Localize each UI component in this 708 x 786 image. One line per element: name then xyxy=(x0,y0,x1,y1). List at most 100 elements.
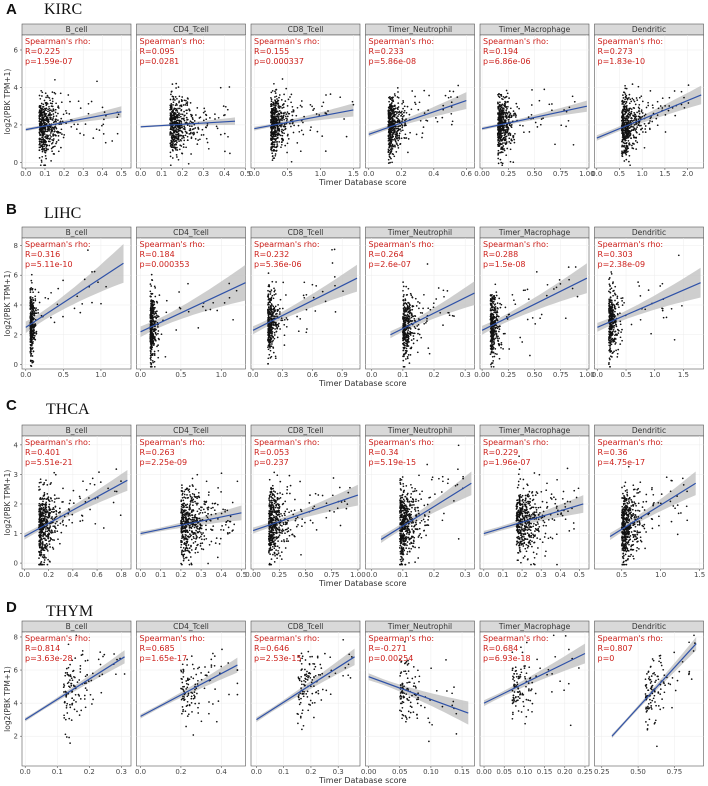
data-point xyxy=(416,339,419,342)
data-point xyxy=(625,94,628,97)
data-point xyxy=(181,131,184,134)
x-tick-label: 0.0 xyxy=(363,170,374,178)
data-point xyxy=(542,117,544,120)
data-point xyxy=(634,118,636,120)
data-point xyxy=(204,110,206,113)
data-point xyxy=(624,98,626,101)
data-point xyxy=(271,340,274,343)
data-point xyxy=(31,302,34,305)
data-point xyxy=(510,114,513,117)
stat-p-value: p=0.000353 xyxy=(140,260,190,269)
data-point xyxy=(420,336,423,339)
data-point xyxy=(40,161,43,163)
data-point xyxy=(509,148,512,151)
trend-line xyxy=(390,292,475,336)
data-point xyxy=(507,134,510,136)
data-point xyxy=(215,125,218,128)
data-point xyxy=(407,354,410,356)
data-point xyxy=(393,115,396,118)
data-point xyxy=(390,105,393,107)
data-point xyxy=(403,338,406,341)
data-point xyxy=(48,107,51,110)
data-point xyxy=(628,160,630,163)
data-point xyxy=(405,328,408,331)
data-point xyxy=(29,297,32,299)
data-point xyxy=(184,134,187,137)
data-point xyxy=(50,114,53,116)
data-point xyxy=(506,125,509,128)
data-point xyxy=(391,144,394,147)
data-point xyxy=(87,112,90,115)
data-point xyxy=(493,355,496,358)
data-point xyxy=(272,339,274,342)
data-point xyxy=(176,131,179,134)
data-point xyxy=(55,126,57,129)
data-point xyxy=(414,101,416,104)
data-point xyxy=(397,108,399,111)
data-point xyxy=(402,299,405,301)
data-point xyxy=(268,308,271,311)
data-point xyxy=(276,126,279,129)
data-point xyxy=(269,313,272,316)
data-point xyxy=(389,148,392,151)
data-point xyxy=(47,110,49,113)
data-point xyxy=(82,134,85,136)
data-point xyxy=(423,112,426,114)
data-point xyxy=(61,133,63,135)
data-point xyxy=(29,352,32,354)
data-point xyxy=(42,103,45,106)
stat-r-value: R=0.194 xyxy=(483,47,518,56)
data-point xyxy=(403,337,406,339)
data-point xyxy=(509,107,512,110)
x-tick-label: 0.00 xyxy=(474,170,490,178)
x-tick-label: 0.50 xyxy=(527,170,543,178)
data-point xyxy=(453,315,455,317)
data-point xyxy=(412,315,415,318)
data-point xyxy=(176,156,178,158)
data-point xyxy=(170,108,173,111)
data-point xyxy=(411,305,414,308)
data-point xyxy=(664,131,667,133)
facet-label: Dendritic xyxy=(632,25,666,34)
data-point xyxy=(283,118,285,121)
data-point xyxy=(271,343,273,345)
data-point xyxy=(625,134,628,136)
data-point xyxy=(286,115,289,118)
data-point xyxy=(57,139,60,141)
facet-label: B_cell xyxy=(66,228,88,237)
data-point xyxy=(152,320,155,323)
data-point xyxy=(267,289,269,292)
data-point xyxy=(61,120,64,123)
data-point xyxy=(273,157,276,159)
data-point xyxy=(46,130,49,133)
x-tick-label: 0.1 xyxy=(156,170,167,178)
data-point xyxy=(41,107,43,110)
data-point xyxy=(274,149,276,152)
data-point xyxy=(516,106,519,108)
data-point xyxy=(649,120,651,122)
data-point xyxy=(540,118,543,120)
data-point xyxy=(206,124,209,127)
data-point xyxy=(152,339,154,342)
data-point xyxy=(492,360,495,362)
data-point xyxy=(636,111,638,114)
data-point xyxy=(172,104,174,106)
data-point xyxy=(636,126,638,128)
data-point xyxy=(170,135,173,137)
data-point xyxy=(402,312,405,315)
data-point xyxy=(406,355,409,358)
data-point xyxy=(411,308,414,311)
data-point xyxy=(402,326,405,328)
data-point xyxy=(169,155,172,158)
data-point xyxy=(412,338,415,340)
data-point xyxy=(271,310,273,313)
data-point xyxy=(389,128,391,131)
data-point xyxy=(180,134,183,137)
data-point xyxy=(39,122,42,125)
data-point xyxy=(150,363,153,366)
data-point xyxy=(29,291,32,293)
data-point xyxy=(324,150,327,152)
data-point xyxy=(412,335,415,337)
